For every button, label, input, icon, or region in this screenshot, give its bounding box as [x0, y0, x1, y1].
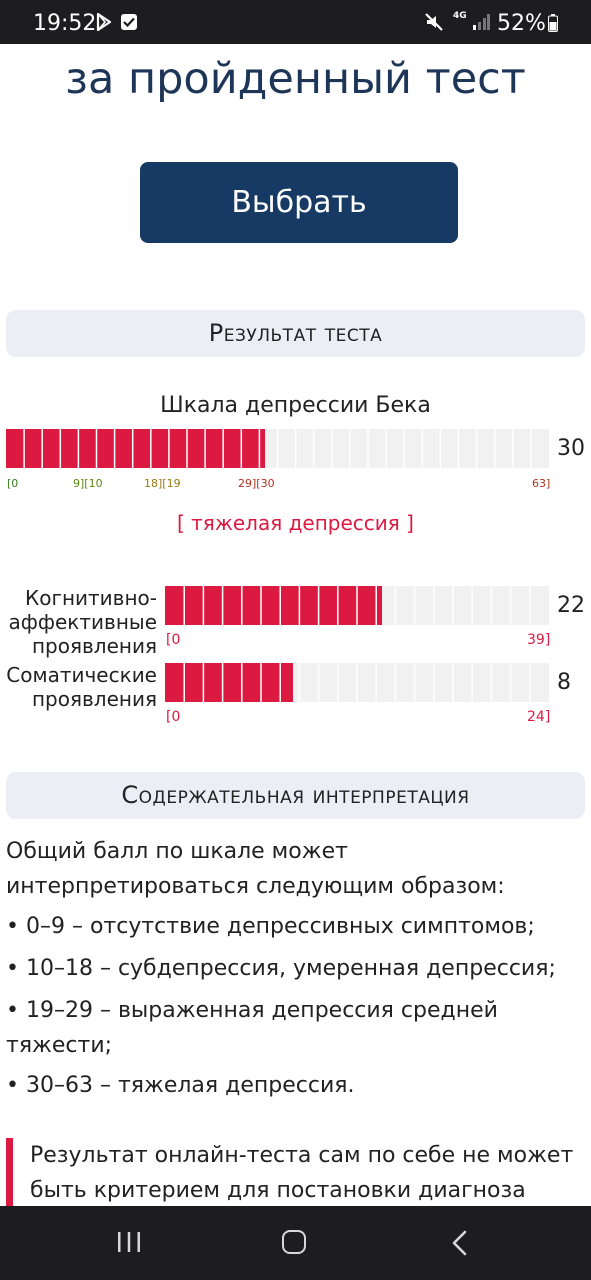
subscale-value-somatic: 8: [557, 670, 571, 695]
main-score-value: 30: [557, 436, 585, 461]
network-type: 4G: [453, 11, 467, 21]
status-bar: 19:52 4G 52%: [0, 0, 591, 44]
mute-icon: [425, 13, 443, 31]
interpretation-item: • 0–9 – отсутствие депрессивных симптомо…: [6, 914, 535, 939]
disclaimer-note: Результат онлайн-теста сам по себе не мо…: [6, 1138, 591, 1208]
subscale-label-line: Когнитивно-: [25, 586, 157, 610]
signal-icon: [473, 14, 490, 30]
status-time: 19:52: [33, 11, 97, 36]
scale-title: Шкала депрессии Бека: [160, 393, 431, 418]
subscale-label-line: Соматические: [6, 663, 157, 687]
main-score-segments: [23, 429, 532, 468]
back-icon[interactable]: [450, 1230, 470, 1256]
subscale-segments: [183, 663, 531, 702]
battery-icon: [548, 14, 558, 32]
tick-9-10: 9][10: [73, 477, 103, 490]
recent-apps-icon[interactable]: [116, 1230, 142, 1254]
subscale-label-line: аффективные: [8, 610, 157, 634]
subscale-label-somatic: Соматические проявления: [6, 663, 157, 711]
interpretation-header: Содержательная интерпретация: [6, 772, 585, 819]
home-icon[interactable]: [282, 1230, 306, 1254]
subscale-value-cognitive: 22: [557, 593, 585, 618]
tick-18-19: 18][19: [144, 477, 181, 490]
subscale-segments: [183, 586, 531, 625]
tick-0: [0: [7, 477, 19, 490]
choose-button[interactable]: Выбрать: [140, 162, 458, 243]
subscale-label-line: проявления: [31, 687, 157, 711]
result-header: Результат теста: [6, 310, 585, 357]
subscale-label-line: проявления: [31, 634, 157, 658]
main-score-bar: [6, 429, 549, 468]
battery-percent: 52%: [497, 11, 546, 36]
subscale-bar-cognitive: [165, 586, 549, 625]
interpretation-item: • 10–18 – субдепрессия, умеренная депрес…: [6, 956, 556, 981]
severity-label: [ тяжелая депрессия ]: [177, 511, 414, 535]
main-score-fill: [6, 429, 265, 468]
subscale-min-cognitive: [0: [166, 632, 181, 648]
subscale-label-cognitive: Когнитивно- аффективные проявления: [9, 586, 157, 658]
subscale-fill-cognitive: [165, 586, 382, 625]
navigation-bar: [0, 1206, 591, 1280]
subscale-min-somatic: [0: [166, 709, 181, 725]
tick-63: 63]: [532, 477, 551, 490]
interpretation-intro: Общий балл по шкале может интерпретирова…: [6, 839, 505, 899]
subscale-max-cognitive: 39]: [527, 632, 551, 648]
subscale-max-somatic: 24]: [527, 709, 551, 725]
play-store-icon: [96, 13, 112, 31]
subscale-bar-somatic: [165, 663, 549, 702]
subscale-fill-somatic: [165, 663, 293, 702]
interpretation-item: • 19–29 – выраженная депрессия средней т…: [6, 998, 498, 1058]
hero-title: за пройденный тест: [65, 54, 526, 104]
checkbox-icon: [121, 14, 137, 30]
interpretation-item: • 30–63 – тяжелая депрессия.: [6, 1073, 355, 1098]
tick-29-30: 29][30: [238, 477, 275, 490]
